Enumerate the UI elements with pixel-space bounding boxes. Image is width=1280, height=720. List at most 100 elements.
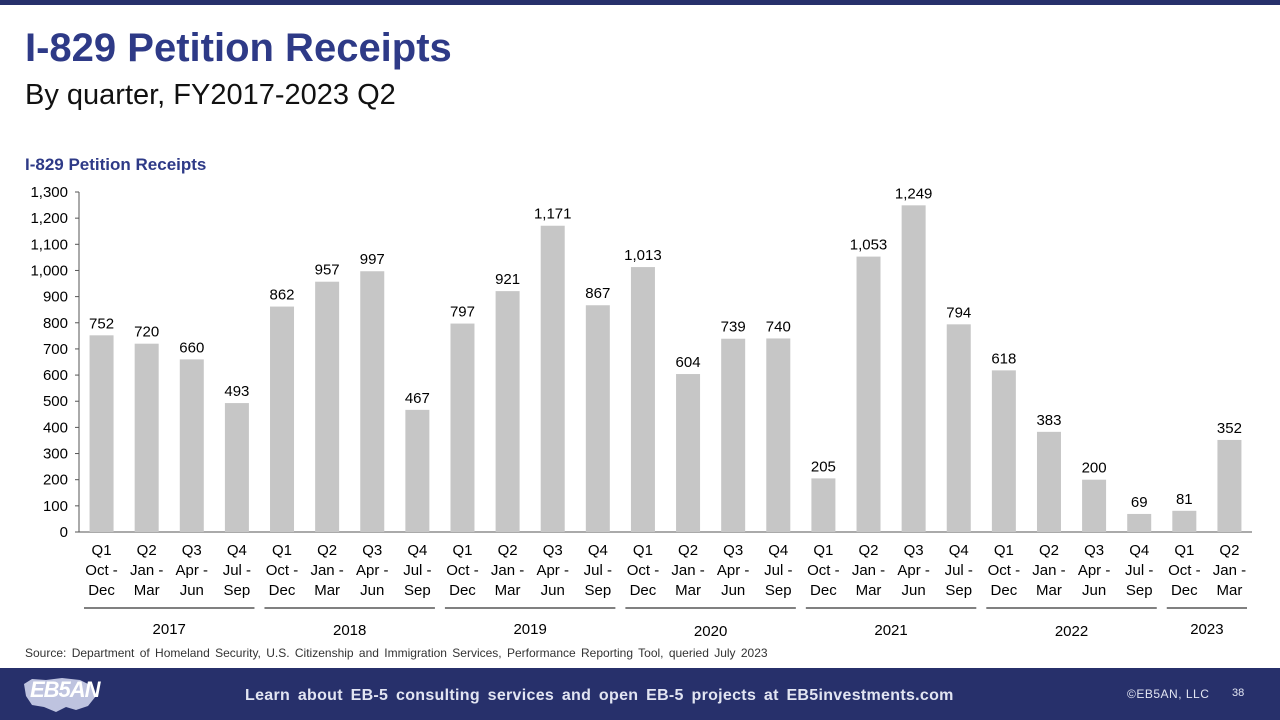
bar-value-label: 200 [1082,460,1107,477]
x-category-label: Q2 [498,542,518,559]
x-category-label: Mar [495,582,521,599]
x-category-label: Sep [945,582,972,599]
x-category-label: Q3 [182,542,202,559]
x-category-label: Apr - [717,562,750,579]
x-category-label: Oct - [85,562,118,579]
x-category-label: Apr - [536,562,569,579]
x-category-label: Q1 [994,542,1014,559]
x-category-label: Q2 [678,542,698,559]
x-category-label: Jun [1082,582,1106,599]
x-category-label: Jul - [1125,562,1153,579]
year-group-label: 2021 [874,622,907,639]
source-note: Source: Department of Homeland Security,… [25,646,768,660]
bar-value-label: 752 [89,315,114,332]
bar-value-label: 81 [1176,491,1193,508]
footer-bar: EB5AN Learn about EB-5 consulting servic… [0,668,1280,720]
copyright-text: ©EB5AN, LLC [1127,687,1210,701]
x-category-label: Q4 [588,542,608,559]
bar-value-label: 660 [179,339,204,356]
x-category-label: Q1 [452,542,472,559]
x-category-label: Q4 [1129,542,1149,559]
x-category-label: Jun [721,582,745,599]
x-category-label: Oct - [446,562,479,579]
x-category-label: Q2 [859,542,879,559]
bar-value-label: 740 [766,318,791,335]
bar-value-label: 797 [450,304,475,321]
x-category-label: Q3 [362,542,382,559]
bar-value-label: 205 [811,458,836,475]
x-category-label: Q3 [723,542,743,559]
bar-value-label: 1,013 [624,247,662,264]
year-group-label: 2018 [333,622,366,639]
x-category-label: Mar [314,582,340,599]
bar-value-label: 867 [585,285,610,302]
x-category-label: Jun [360,582,384,599]
bar [224,403,249,532]
x-category-label: Jun [902,582,926,599]
x-category-label: Oct - [1168,562,1201,579]
x-category-label: Oct - [266,562,299,579]
x-category-label: Sep [584,582,611,599]
x-category-label: Jun [180,582,204,599]
x-category-label: Q2 [137,542,157,559]
x-category-label: Apr - [897,562,930,579]
x-category-label: Dec [449,582,476,599]
x-category-label: Q3 [1084,542,1104,559]
x-category-label: Jan - [310,562,343,579]
x-category-label: Q1 [1174,542,1194,559]
y-tick-label: 400 [43,419,68,436]
bar [901,205,926,533]
bar [315,281,340,532]
bar [1036,431,1061,532]
bar [89,335,114,532]
x-category-label: Mar [1036,582,1062,599]
eb5an-logo-icon [24,678,96,712]
x-category-label: Dec [269,582,296,599]
bar [360,271,385,532]
bar-value-label: 618 [991,350,1016,367]
bar-value-label: 862 [270,287,295,304]
year-group-label: 2017 [153,621,186,638]
chart-title: I-829 Petition Receipts [25,155,207,174]
x-category-label: Jul - [584,562,612,579]
x-category-label: Mar [675,582,701,599]
x-category-label: Sep [1126,582,1153,599]
x-category-label: Q1 [633,542,653,559]
x-category-label: Q2 [1219,542,1239,559]
bar [1172,510,1197,532]
year-group-label: 2022 [1055,623,1088,640]
logo-text: EB5AN [30,677,101,702]
x-category-label: Jul - [945,562,973,579]
x-category-label: Jan - [491,562,524,579]
y-tick-label: 1,000 [30,262,68,279]
x-category-label: Q4 [407,542,427,559]
bar-value-label: 997 [360,251,385,268]
bar [270,306,295,532]
bar [676,374,701,532]
x-category-label: Mar [134,582,160,599]
x-category-label: Q4 [949,542,969,559]
x-category-label: Dec [88,582,115,599]
bar [405,409,430,532]
y-tick-label: 500 [43,393,68,410]
bar [946,324,971,532]
x-category-label: Jan - [130,562,163,579]
bar [721,338,746,532]
x-category-label: Q1 [92,542,112,559]
y-tick-label: 100 [43,498,68,515]
x-category-label: Oct - [988,562,1021,579]
x-category-label: Dec [810,582,837,599]
bar [630,267,655,532]
bar [495,291,520,532]
x-category-label: Jul - [403,562,431,579]
bar [585,305,610,532]
x-category-label: Q4 [768,542,788,559]
bar [856,256,881,532]
bar-value-label: 720 [134,324,159,341]
y-tick-label: 800 [43,315,68,332]
bar-value-label: 739 [721,319,746,336]
bar-value-label: 604 [676,354,701,371]
x-category-label: Q3 [543,542,563,559]
y-tick-label: 1,200 [30,210,68,227]
y-tick-label: 1,100 [30,236,68,253]
